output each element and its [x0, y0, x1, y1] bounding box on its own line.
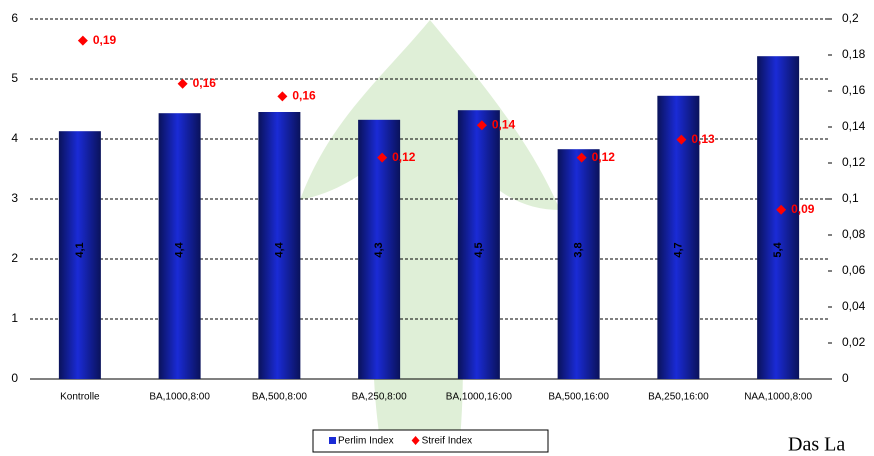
- y2-tick-label: 0,18: [842, 47, 866, 61]
- bar: [457, 110, 500, 379]
- y2-tick-label: 0,16: [842, 83, 866, 97]
- bar-value-label: 4,5: [473, 242, 485, 257]
- marker: [776, 204, 787, 215]
- marker-value-label: 0,12: [592, 150, 616, 164]
- bar-value-label: 5,4: [772, 241, 784, 257]
- marker: [277, 91, 288, 102]
- marker-value-label: 0,12: [392, 150, 416, 164]
- marker-value-label: 0,09: [791, 202, 815, 216]
- y-tick-label: 0: [11, 371, 18, 385]
- bar: [757, 56, 800, 379]
- y-tick-label: 6: [11, 11, 18, 25]
- bar: [557, 149, 600, 379]
- marker: [476, 120, 487, 131]
- legend-label: Perlim Index: [338, 436, 394, 447]
- x-tick-label: Kontrolle: [60, 392, 100, 403]
- y2-tick-label: 0,04: [842, 299, 866, 313]
- x-tick-label: BA,500,16:00: [548, 392, 609, 403]
- legend-swatch: [329, 437, 336, 444]
- legend-swatch: [411, 436, 420, 445]
- bar-value-label: 4,4: [174, 241, 186, 257]
- y2-tick-label: 0,1: [842, 191, 859, 205]
- x-tick-label: BA,250,8:00: [352, 392, 407, 403]
- legend-box: [312, 429, 549, 453]
- y2-tick-label: 0,14: [842, 119, 866, 133]
- marker: [177, 78, 188, 89]
- marker-value-label: 0,14: [492, 117, 516, 131]
- bar-value-label: 4,7: [672, 242, 684, 257]
- y-tick-label: 5: [11, 71, 18, 85]
- marker-value-label: 0,16: [292, 89, 316, 103]
- y-tick-label: 4: [11, 131, 18, 145]
- marker-value-label: 0,19: [93, 33, 117, 47]
- marker-value-label: 0,16: [193, 76, 217, 90]
- bar: [358, 119, 401, 380]
- bar: [158, 113, 201, 379]
- logo-text: Das La: [788, 434, 845, 456]
- bar: [258, 112, 301, 379]
- bar: [58, 131, 101, 379]
- marker: [576, 152, 587, 163]
- marker: [77, 35, 88, 46]
- bar-value-label: 4,4: [273, 241, 285, 257]
- y-tick-label: 1: [11, 311, 18, 325]
- y2-tick-label: 0,08: [842, 227, 866, 241]
- bar-value-label: 4,1: [74, 242, 86, 257]
- marker-value-label: 0,13: [691, 132, 715, 146]
- y-tick-label: 3: [11, 191, 18, 205]
- y2-tick-label: 0,02: [842, 335, 866, 349]
- marker: [377, 152, 388, 163]
- bar-value-label: 4,3: [373, 242, 385, 257]
- x-tick-label: BA,500,8:00: [252, 392, 307, 403]
- y2-tick-label: 0: [842, 371, 849, 385]
- x-tick-label: BA,1000,16:00: [446, 392, 513, 403]
- y2-tick-label: 0,12: [842, 155, 866, 169]
- x-tick-label: BA,250,16:00: [648, 392, 709, 403]
- x-tick-label: NAA,1000,8:00: [744, 392, 812, 403]
- bar-value-label: 3,8: [573, 242, 585, 257]
- legend-label: Streif Index: [422, 436, 473, 447]
- marker: [676, 134, 687, 145]
- y2-tick-label: 0,06: [842, 263, 866, 277]
- y2-tick-label: 0,2: [842, 11, 859, 25]
- watermark: [300, 20, 560, 440]
- x-tick-label: BA,1000,8:00: [149, 392, 210, 403]
- bar: [657, 95, 700, 380]
- y-tick-label: 2: [11, 251, 18, 265]
